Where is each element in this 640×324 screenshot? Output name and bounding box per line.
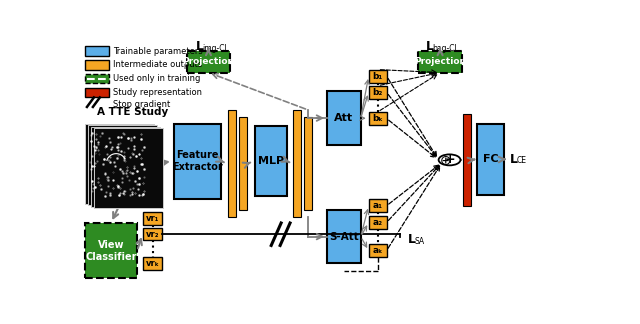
Bar <box>91 127 161 206</box>
Bar <box>88 125 157 205</box>
Bar <box>369 86 387 99</box>
Bar <box>369 216 387 229</box>
Text: img-CL: img-CL <box>202 44 229 53</box>
Text: Stop gradient: Stop gradient <box>113 99 170 109</box>
Bar <box>419 51 462 73</box>
Bar <box>239 118 246 210</box>
Bar <box>477 124 504 195</box>
Bar <box>85 124 154 203</box>
Text: vr₁: vr₁ <box>146 214 159 223</box>
Text: b₂: b₂ <box>372 88 383 97</box>
Text: $\mathbf{L}$: $\mathbf{L}$ <box>425 40 435 53</box>
Text: $\mathbf{L}$: $\mathbf{L}$ <box>509 153 518 166</box>
Bar <box>293 110 301 217</box>
Text: bₖ: bₖ <box>372 114 383 123</box>
Text: a₂: a₂ <box>372 218 383 227</box>
Text: Intermediate outputs: Intermediate outputs <box>113 60 202 69</box>
Bar <box>369 70 387 83</box>
Text: Trainable parameters: Trainable parameters <box>113 47 202 56</box>
Text: Att: Att <box>334 113 353 123</box>
Bar <box>85 224 137 278</box>
Circle shape <box>438 155 460 165</box>
Text: $\mathbf{L}$: $\mathbf{L}$ <box>195 40 205 53</box>
Bar <box>327 210 361 263</box>
Bar <box>369 112 387 125</box>
Text: View
Classifier: View Classifier <box>85 240 137 262</box>
Text: b₁: b₁ <box>372 72 383 81</box>
Bar <box>228 110 236 217</box>
Bar <box>463 114 471 206</box>
Bar <box>143 228 163 240</box>
Text: aₖ: aₖ <box>372 246 383 255</box>
Bar <box>304 118 312 210</box>
Bar <box>327 91 361 145</box>
Bar <box>85 60 109 70</box>
Text: +: + <box>444 153 455 167</box>
Text: vrₖ: vrₖ <box>146 259 160 268</box>
Text: bag-CL: bag-CL <box>432 44 459 53</box>
Text: Projection: Projection <box>182 57 234 66</box>
Text: CE: CE <box>516 156 527 165</box>
Text: FC: FC <box>483 154 499 164</box>
Bar <box>174 124 221 199</box>
Text: Used only in training: Used only in training <box>113 74 200 83</box>
Text: A TTE Study: A TTE Study <box>97 108 168 118</box>
Text: MLP: MLP <box>258 156 284 166</box>
Bar <box>85 74 109 83</box>
Text: S-Att: S-Att <box>329 232 359 242</box>
Bar <box>94 128 163 208</box>
Bar <box>85 46 109 56</box>
Bar <box>255 126 287 196</box>
Bar <box>369 199 387 212</box>
Text: SA: SA <box>415 237 425 246</box>
Bar <box>143 257 163 270</box>
Bar <box>369 244 387 257</box>
Text: $\mathbf{L}$: $\mathbf{L}$ <box>408 233 417 246</box>
Bar <box>143 212 163 225</box>
Text: Feature
Extractor: Feature Extractor <box>172 150 223 172</box>
Text: Study representation: Study representation <box>113 88 202 97</box>
Bar <box>187 51 230 73</box>
Text: a₁: a₁ <box>372 201 383 210</box>
Bar <box>85 87 109 97</box>
Text: vr₂: vr₂ <box>146 230 159 239</box>
Text: ⊕: ⊕ <box>440 154 451 168</box>
Text: Projection: Projection <box>414 57 466 66</box>
